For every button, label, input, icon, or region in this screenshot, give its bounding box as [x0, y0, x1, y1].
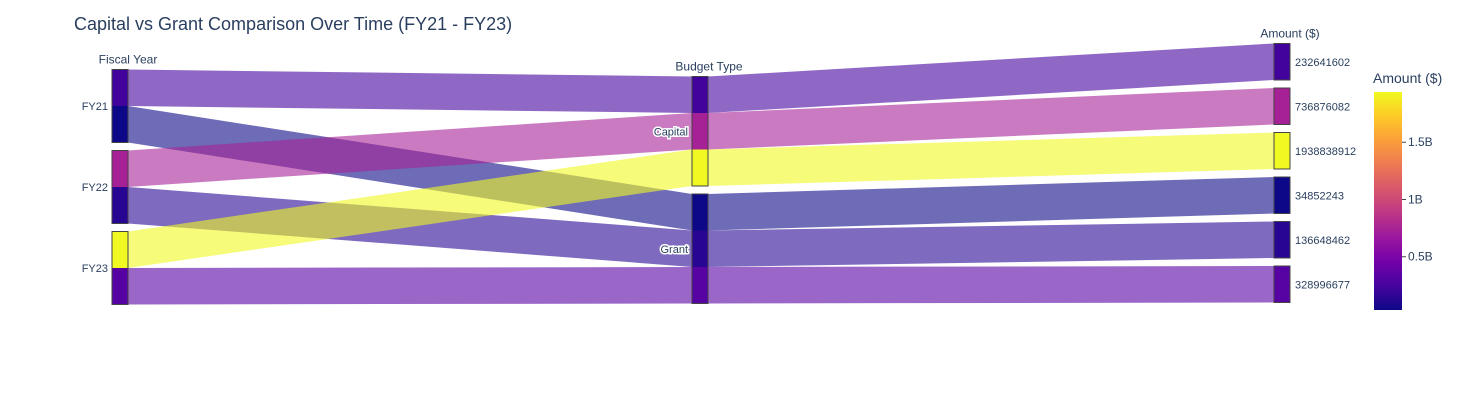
category-label-1938838912: 1938838912 — [1295, 146, 1356, 158]
node-slice-0-3 — [112, 187, 128, 224]
category-label-fy22: FY22 — [82, 182, 108, 194]
category-node-grant[interactable] — [691, 193, 709, 304]
category-node-1938838912[interactable] — [1273, 132, 1291, 170]
node-slice-0-5 — [112, 268, 128, 305]
category-label-capital: Capital — [654, 126, 688, 138]
dimension-title-2: Amount ($) — [1260, 27, 1319, 41]
node-slice-1-0 — [692, 76, 708, 113]
category-node-232641602[interactable] — [1273, 43, 1291, 81]
node-slice-2-0 — [1274, 43, 1290, 80]
node-slice-0-1 — [112, 106, 128, 143]
category-node-736876082[interactable] — [1273, 87, 1291, 125]
ribbons-group — [128, 43, 1274, 305]
node-slice-0-2 — [112, 150, 128, 187]
category-node-capital[interactable] — [691, 76, 709, 187]
category-label-34852243: 34852243 — [1295, 190, 1344, 202]
category-label-fy21: FY21 — [82, 101, 108, 113]
node-slice-2-1 — [1274, 177, 1290, 214]
ribbon-fy21-capital-1[interactable] — [128, 69, 692, 114]
node-slice-1-4 — [692, 149, 708, 186]
node-slice-2-5 — [1274, 266, 1290, 303]
colorbar-gradient — [1374, 92, 1402, 310]
node-slice-1-5 — [692, 267, 708, 304]
category-node-fy21[interactable] — [111, 69, 129, 143]
colorbar-tick-label: 1.5B — [1408, 135, 1433, 149]
ribbon-fy23-grant-2[interactable] — [708, 266, 1274, 304]
colorbar-title: Amount ($) — [1373, 70, 1442, 86]
ribbon-fy21-grant-2[interactable] — [708, 177, 1274, 231]
dimension-title-1: Budget Type — [675, 60, 742, 74]
labels-group: Fiscal Year FY21 FY22 FY23 Budget Type Capita… — [82, 27, 1356, 292]
ribbon-fy23-capital-2[interactable] — [708, 132, 1274, 187]
category-label-grant: Grant — [660, 244, 688, 256]
ribbon-fy22-capital-1[interactable] — [128, 113, 692, 187]
dimension-title-0: Fiscal Year — [99, 53, 158, 67]
node-slice-0-0 — [112, 69, 128, 106]
ribbon-fy23-capital-1[interactable] — [128, 149, 692, 269]
ribbon-fy21-capital-2[interactable] — [708, 43, 1274, 114]
ribbon-fy22-grant-2[interactable] — [708, 221, 1274, 268]
category-node-34852243[interactable] — [1273, 176, 1291, 214]
chart-title: Capital vs Grant Comparison Over Time (F… — [74, 14, 512, 34]
ribbon-fy23-grant-1[interactable] — [128, 267, 692, 305]
ribbon-fy22-capital-2[interactable] — [708, 88, 1274, 150]
node-slice-0-4 — [112, 231, 128, 268]
node-slice-1-2 — [692, 113, 708, 150]
category-label-328996677: 328996677 — [1295, 279, 1350, 291]
category-nodes-group — [111, 43, 1291, 305]
category-label-736876082: 736876082 — [1295, 101, 1350, 113]
category-node-136648462[interactable] — [1273, 221, 1291, 259]
category-node-fy23[interactable] — [111, 231, 129, 305]
node-slice-1-3 — [692, 230, 708, 267]
node-slice-1-1 — [692, 194, 708, 231]
category-label-136648462: 136648462 — [1295, 235, 1350, 247]
node-slice-2-2 — [1274, 88, 1290, 125]
node-slice-2-3 — [1274, 221, 1290, 258]
category-node-fy22[interactable] — [111, 150, 129, 224]
node-slice-2-4 — [1274, 132, 1290, 169]
colorbar: Amount ($) 0.5B 1B 1.5B — [1373, 70, 1442, 310]
category-node-328996677[interactable] — [1273, 265, 1291, 303]
category-label-232641602: 232641602 — [1295, 57, 1350, 69]
colorbar-tick-label: 0.5B — [1408, 250, 1433, 264]
category-label-fy23: FY23 — [82, 263, 108, 275]
colorbar-tick-label: 1B — [1408, 192, 1423, 206]
